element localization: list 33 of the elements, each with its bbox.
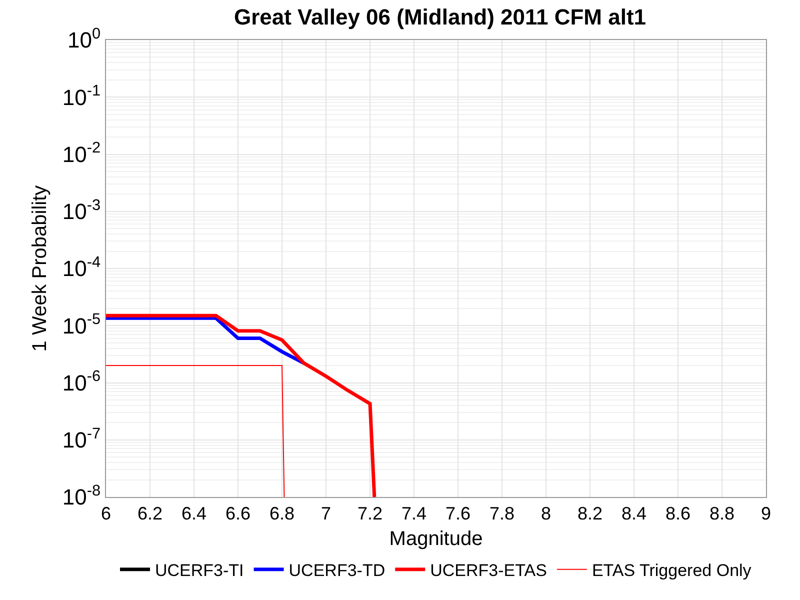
x-tick-label: 6.2 <box>137 504 163 524</box>
x-tick-label: 8.2 <box>577 504 603 524</box>
y-tick-label: 10$^{-3}$ <box>62 196 101 224</box>
y-tick-label: 10$^{-1}$ <box>62 82 101 110</box>
legend-label: ETAS Triggered Only <box>592 561 752 580</box>
x-tick-label: 8 <box>540 504 552 524</box>
y-tick-label: 10$^{-4}$ <box>62 254 102 282</box>
y-tick-label: 10$^{0}$ <box>68 25 101 53</box>
legend-label: UCERF3-TI <box>155 561 244 580</box>
x-tick-label: 6 <box>100 504 112 524</box>
y-tick-label: 10$^{-6}$ <box>62 368 101 396</box>
chart-title: Great Valley 06 (Midland) 2011 CFM alt1 <box>234 4 646 30</box>
x-tick-label: 6.6 <box>225 504 251 524</box>
x-tick-label: 8.6 <box>665 504 691 524</box>
y-axis-title: 1 Week Probability <box>28 185 51 352</box>
x-tick-label: 7 <box>320 504 332 524</box>
legend-label: UCERF3-TD <box>288 561 386 580</box>
x-tick-label: 8.8 <box>709 504 735 524</box>
x-axis-title: Magnitude <box>389 528 483 550</box>
line-series <box>106 314 376 497</box>
x-tick-label: 8.4 <box>621 504 647 524</box>
x-tick-label: 7.6 <box>445 504 471 524</box>
y-tick-label: 10$^{-2}$ <box>62 140 101 167</box>
x-tick-label: 9 <box>760 504 772 524</box>
y-tick-label: 10$^{-5}$ <box>62 311 101 338</box>
x-tick-label: 7.4 <box>401 504 427 524</box>
x-tick-label: 6.4 <box>181 504 207 524</box>
legend-label: UCERF3-ETAS <box>430 561 547 580</box>
y-tick-label: 10$^{-8}$ <box>62 482 101 510</box>
x-tick-label: 7.8 <box>489 504 515 524</box>
x-tick-label: 7.2 <box>357 504 383 524</box>
x-tick-label: 6.8 <box>269 504 295 524</box>
y-tick-label: 10$^{-7}$ <box>62 425 101 453</box>
